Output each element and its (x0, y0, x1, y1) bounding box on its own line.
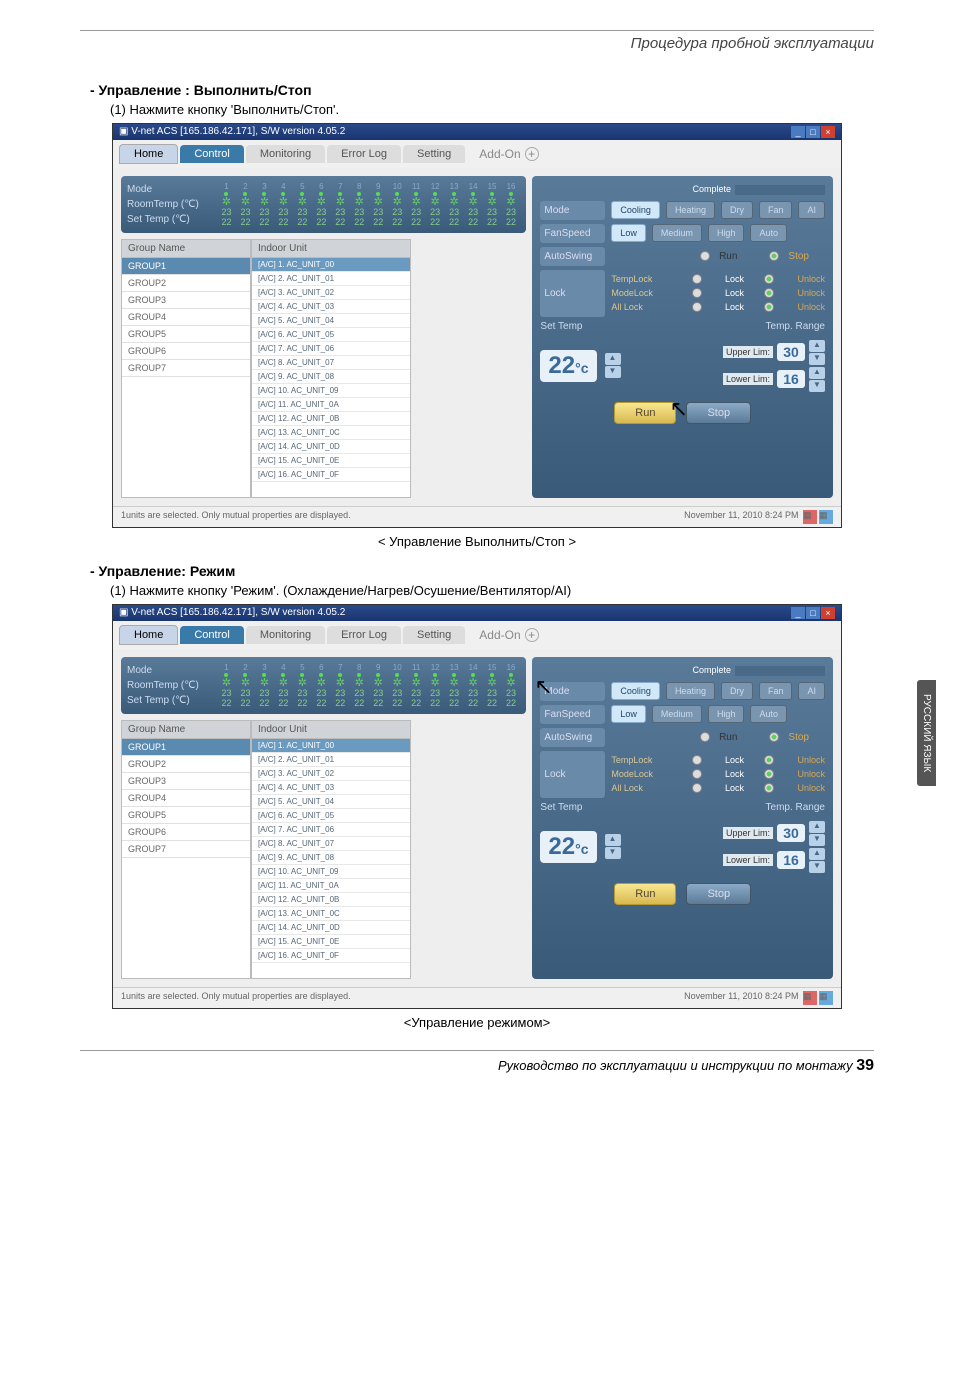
speed-auto[interactable]: Auto (750, 224, 787, 242)
speed-medium[interactable]: Medium (652, 705, 702, 723)
run-button[interactable]: Run (614, 883, 676, 905)
stop-button[interactable]: Stop (686, 883, 751, 905)
page-header: Процедура пробной эксплуатации (80, 35, 874, 52)
add-tab-button[interactable]: + (525, 628, 539, 642)
stop-button[interactable]: Stop (686, 402, 751, 424)
speed-medium[interactable]: Medium (652, 224, 702, 242)
tab-addon[interactable]: Add-On (479, 147, 520, 161)
tab-home[interactable]: Home (119, 625, 178, 645)
speed-high[interactable]: High (708, 705, 745, 723)
speed-low[interactable]: Low (611, 224, 646, 242)
tab-monitoring[interactable]: Monitoring (246, 626, 325, 644)
tab-control[interactable]: Control (180, 626, 243, 644)
add-tab-button[interactable]: + (525, 147, 539, 161)
screenshot-2: ▣ V-net ACS [165.186.42.171], S/W versio… (112, 604, 842, 1009)
tab-control[interactable]: Control (180, 145, 243, 163)
temp-up[interactable]: ▲ (605, 353, 621, 365)
section2-sub: (1) Нажмите кнопку 'Режим'. (Охлаждение/… (110, 583, 874, 598)
section1-title: - Управление : Выполнить/Стоп (90, 82, 874, 98)
temp-down[interactable]: ▼ (605, 847, 621, 859)
run-button[interactable]: Run (614, 402, 676, 424)
tab-monitoring[interactable]: Monitoring (246, 145, 325, 163)
mode-ai[interactable]: AI (798, 201, 825, 219)
tab-setting[interactable]: Setting (403, 626, 465, 644)
mode-cooling[interactable]: Cooling (611, 682, 660, 700)
screenshot-1: ▣ V-net ACS [165.186.42.171], S/W versio… (112, 123, 842, 528)
language-tab: РУССКИЙ ЯЗЫК (917, 680, 936, 786)
mode-fan[interactable]: Fan (759, 201, 793, 219)
page-footer: Руководство по эксплуатации и инструкции… (80, 1050, 874, 1075)
mode-fan[interactable]: Fan (759, 682, 793, 700)
speed-high[interactable]: High (708, 224, 745, 242)
mode-ai[interactable]: AI (798, 682, 825, 700)
section1-sub: (1) Нажмите кнопку 'Выполнить/Стоп'. (110, 102, 874, 117)
temp-down[interactable]: ▼ (605, 366, 621, 378)
tab-errorlog[interactable]: Error Log (327, 626, 401, 644)
caption-2: <Управление режимом> (80, 1015, 874, 1030)
tab-home[interactable]: Home (119, 144, 178, 164)
mode-dry[interactable]: Dry (721, 682, 753, 700)
section2-title: - Управление: Режим (90, 563, 874, 579)
mode-cooling[interactable]: Cooling (611, 201, 660, 219)
caption-1: < Управление Выполнить/Стоп > (80, 534, 874, 549)
mode-heating[interactable]: Heating (666, 682, 715, 700)
speed-auto[interactable]: Auto (750, 705, 787, 723)
tab-addon[interactable]: Add-On (479, 628, 520, 642)
speed-low[interactable]: Low (611, 705, 646, 723)
tab-setting[interactable]: Setting (403, 145, 465, 163)
temp-up[interactable]: ▲ (605, 834, 621, 846)
tab-errorlog[interactable]: Error Log (327, 145, 401, 163)
mode-dry[interactable]: Dry (721, 201, 753, 219)
mode-heating[interactable]: Heating (666, 201, 715, 219)
